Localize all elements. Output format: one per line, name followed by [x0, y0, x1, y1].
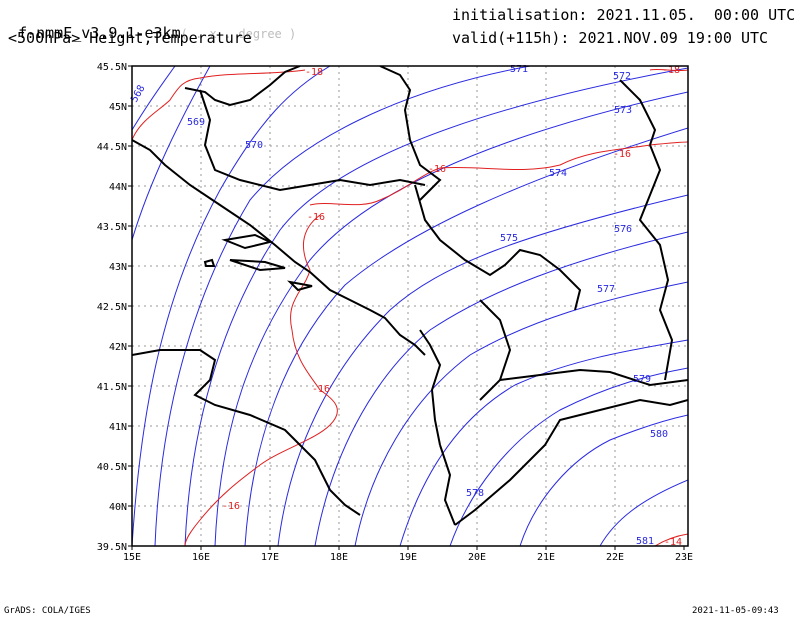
height-label: 579	[633, 374, 651, 385]
footer-credit: GrADS: COLA/IGES	[4, 606, 91, 616]
coastline-adriatic-west	[132, 349, 361, 516]
border-albania	[439, 444, 456, 526]
x-tick-label: 16E	[192, 552, 210, 563]
initialisation-time: initialisation: 2021.11.05. 00:00 UTC	[452, 6, 796, 24]
border-montenegro	[419, 329, 442, 446]
map-grid	[132, 66, 688, 546]
border-slovenia-croatia	[184, 66, 301, 107]
temperature-contour-14	[654, 533, 688, 546]
variables-title: <500hPa> Height,Temperature	[8, 29, 252, 47]
footer-timestamp: 2021-11-05-09:43	[692, 606, 779, 616]
border-kosovo	[479, 299, 512, 401]
y-tick-label: 42N	[109, 342, 127, 353]
height-label: 571	[510, 64, 528, 75]
height-contour-571	[154, 66, 531, 546]
height-contour-578	[399, 339, 688, 546]
temperature-label-layer: -18 -18 -16 -16 -16 -16 -16 -14	[222, 65, 682, 548]
height-contour-573	[214, 91, 688, 546]
height-label: 578	[466, 488, 484, 499]
border-serbia-west	[414, 184, 582, 311]
y-tick-label: 43.5N	[97, 222, 127, 233]
temperature-label: -16	[307, 212, 325, 223]
height-contour-575	[277, 194, 688, 546]
temperature-contour-16-west	[184, 214, 338, 546]
height-label: 573	[614, 105, 632, 116]
height-label: 576	[614, 224, 632, 235]
x-tick-label: 20E	[468, 552, 486, 563]
border-bosnia	[199, 89, 426, 192]
x-tick-label: 22E	[606, 552, 624, 563]
height-label-layer: 568 569 570 571 572 573 574 575 576 577 …	[129, 64, 668, 547]
temperature-label: -14	[664, 537, 682, 548]
x-tick-label: 17E	[261, 552, 279, 563]
x-axis-ticks: 15E 16E 17E 18E 19E 20E 21E 22E 23E	[123, 546, 693, 563]
height-label: 569	[187, 117, 205, 128]
x-tick-label: 18E	[330, 552, 348, 563]
valid-time: valid(+115h): 2021.NOV.09 19:00 UTC	[452, 29, 769, 47]
temperature-label: -18	[662, 65, 680, 76]
y-tick-label: 41.5N	[97, 382, 127, 393]
height-label: 575	[500, 233, 518, 244]
height-contour-579	[449, 367, 688, 546]
y-tick-label: 45.5N	[97, 62, 127, 73]
height-label: 572	[613, 71, 631, 82]
island-4	[203, 258, 216, 267]
height-contour-574	[244, 127, 688, 546]
temperature-label: -18	[305, 67, 323, 78]
y-axis-ticks: 45.5N 45N 44.5N 44N 43.5N 43N 42.5N 42N 41.5N 41N…	[97, 62, 132, 553]
height-contour-572	[184, 67, 688, 546]
island-2	[229, 259, 286, 272]
y-tick-label: 40.5N	[97, 462, 127, 473]
height-contour-581	[599, 479, 688, 546]
y-tick-label: 39.5N	[97, 542, 127, 553]
y-tick-label: 41N	[109, 422, 127, 433]
height-contour-570	[132, 66, 331, 546]
temperature-label: -16	[222, 501, 240, 512]
y-tick-label: 43N	[109, 262, 127, 273]
y-tick-label: 42.5N	[97, 302, 127, 313]
y-tick-label: 40N	[109, 502, 127, 513]
temperature-label: -16	[613, 149, 631, 160]
x-tick-label: 23E	[675, 552, 693, 563]
island-1	[221, 233, 274, 250]
x-tick-label: 21E	[537, 552, 555, 563]
height-label: 570	[245, 140, 263, 151]
temperature-contour-18-east	[649, 68, 688, 72]
height-contour-577	[354, 281, 688, 546]
model-label: f-nmmE_v3.9.1-e3km	[18, 24, 181, 42]
temperature-label: -16	[312, 384, 330, 395]
height-contour-580	[519, 414, 688, 546]
height-label: 581	[636, 536, 654, 547]
border-greece	[454, 398, 688, 526]
y-tick-label: 44.5N	[97, 142, 127, 153]
model-title: f-nmmE_v3.9.1-e3km( . x . degree )	[0, 6, 296, 42]
island-3	[287, 280, 313, 292]
y-tick-label: 45N	[109, 102, 127, 113]
x-tick-label: 15E	[123, 552, 141, 563]
height-label: 574	[549, 168, 567, 179]
temperature-label: -16	[428, 164, 446, 175]
border-macedonia	[499, 368, 688, 387]
height-label: 580	[650, 429, 668, 440]
border-croatia-hungary	[379, 66, 442, 201]
y-tick-label: 44N	[109, 182, 127, 193]
height-contours	[132, 66, 688, 546]
x-tick-label: 19E	[399, 552, 417, 563]
height-contour-569	[132, 66, 211, 241]
border-east-frame	[619, 79, 657, 146]
borders-coastlines	[132, 66, 688, 526]
height-contour-568	[132, 66, 176, 131]
border-bulgaria	[638, 144, 674, 381]
height-contour-576	[314, 231, 688, 546]
coastline-adriatic-east	[132, 139, 426, 356]
model-suffix: ( . x . degree )	[180, 27, 297, 41]
height-label: 577	[597, 284, 615, 295]
temperature-contour-18-west	[132, 69, 306, 141]
